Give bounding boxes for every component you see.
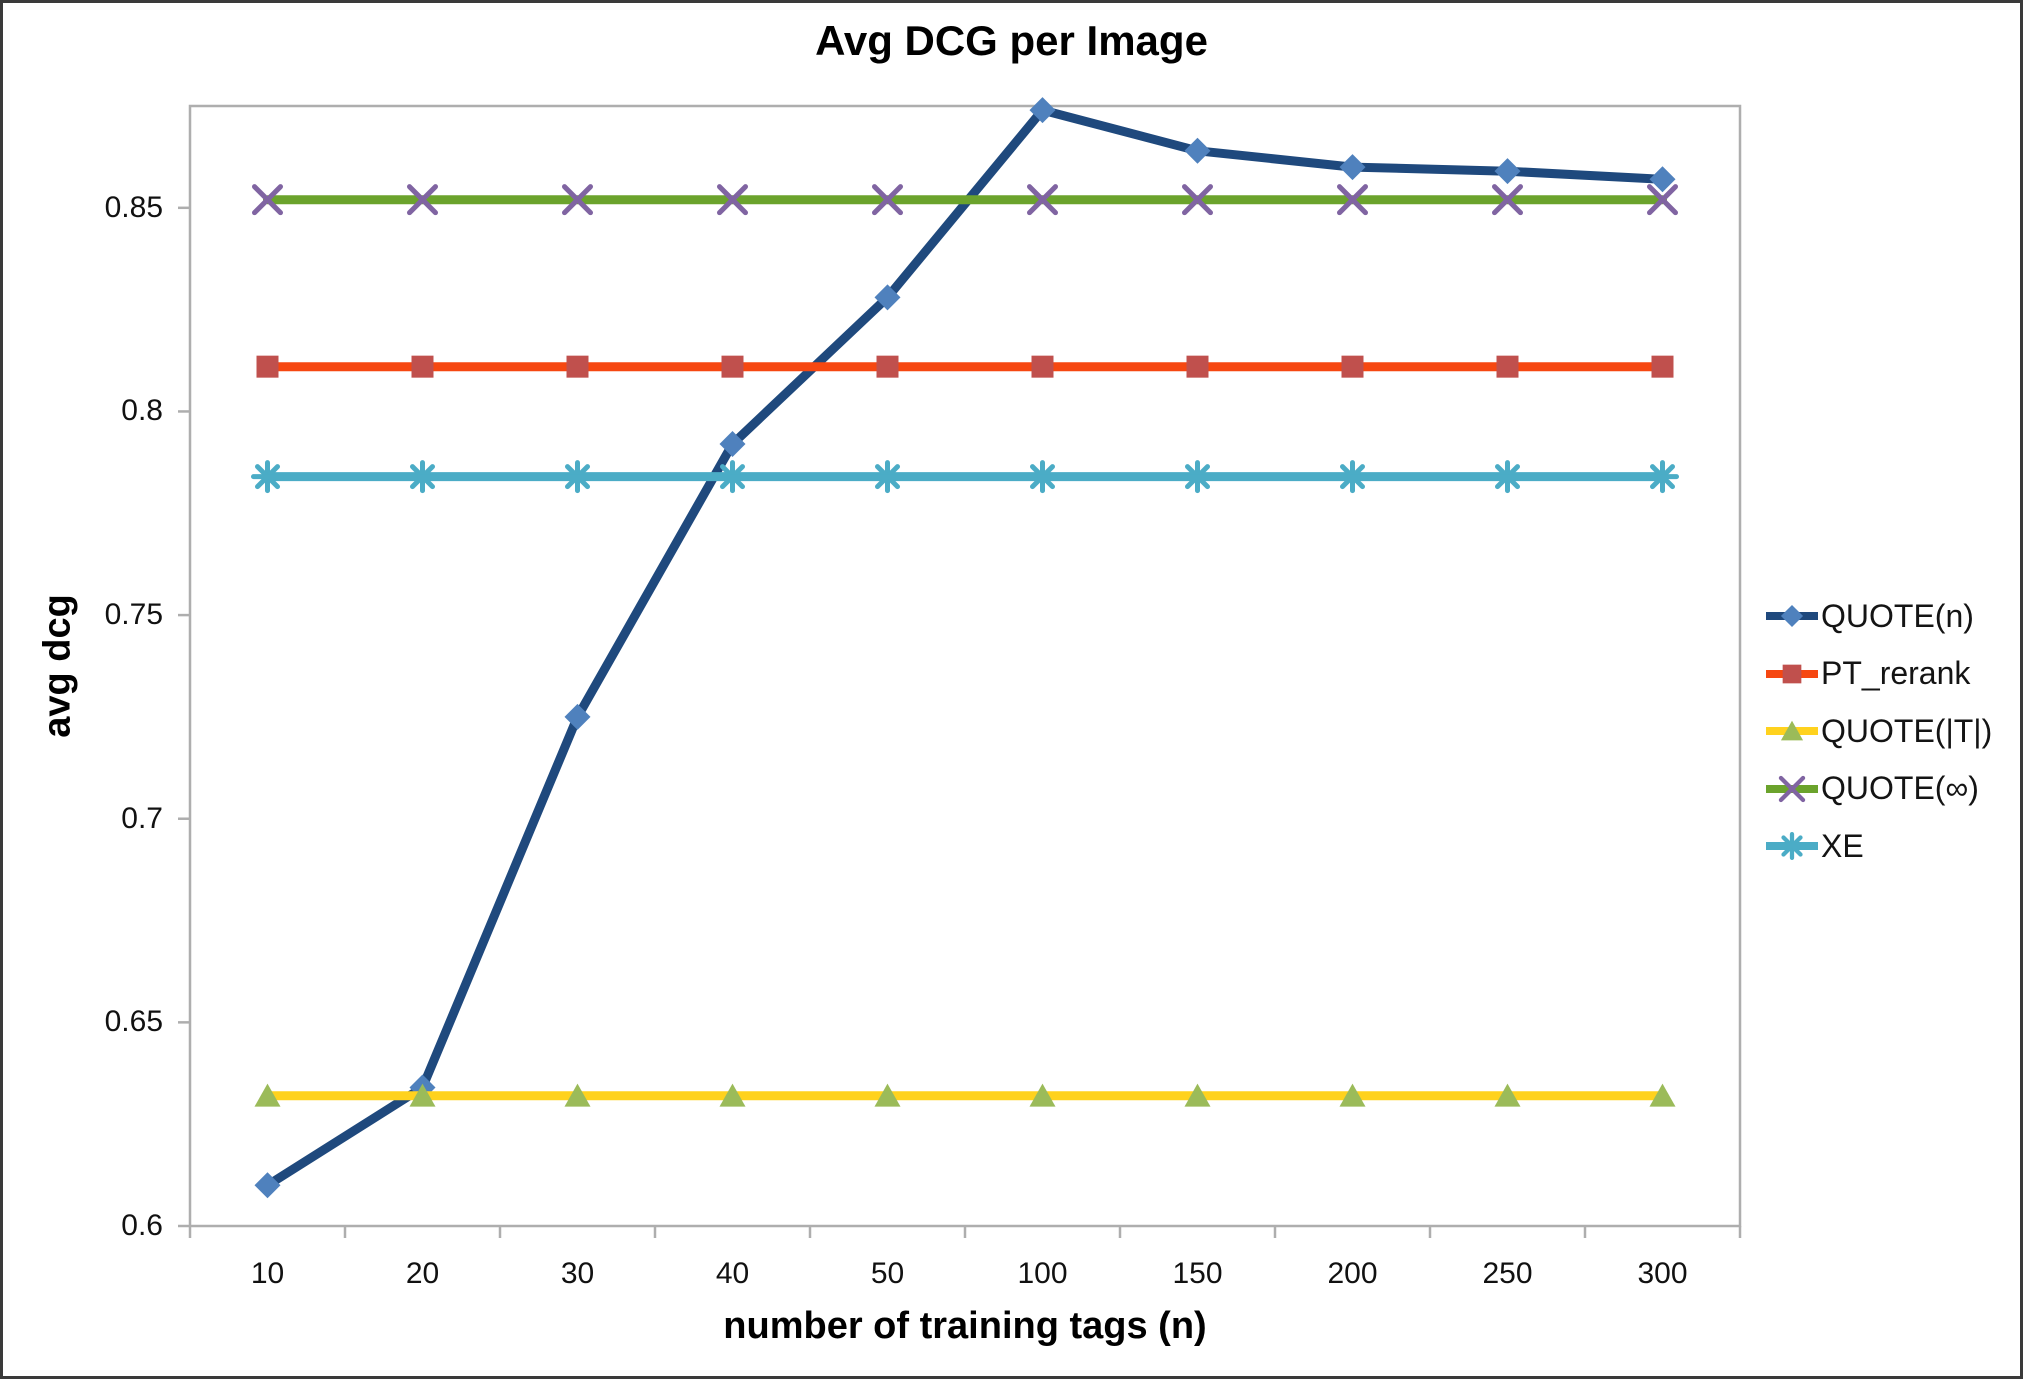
asterisk-marker [251, 460, 284, 494]
x-marker [717, 184, 748, 216]
asterisk-marker [406, 460, 439, 494]
chart-title: Avg DCG per Image [815, 17, 1208, 64]
x-tick-label: 40 [715, 1257, 750, 1290]
x-tick-label: 300 [1637, 1257, 1688, 1290]
triangle-marker [1184, 1083, 1211, 1107]
diamond-marker [564, 703, 591, 730]
y-tick-label: 0.7 [121, 801, 163, 835]
triangle-marker [719, 1083, 746, 1107]
square-marker [721, 355, 744, 378]
y-tick-label: 0.8 [121, 394, 163, 428]
y-axis-title: avg dcg [36, 594, 79, 738]
series-XE [251, 460, 1679, 494]
square-marker [1186, 355, 1209, 378]
x-tick-label: 10 [250, 1257, 285, 1290]
square-marker [1031, 355, 1054, 378]
x-marker [252, 184, 283, 216]
x-tick-label: 200 [1327, 1257, 1378, 1290]
x-tick-label: 150 [1172, 1257, 1223, 1290]
square-marker [1496, 355, 1519, 378]
plot-area [178, 97, 1742, 1238]
square-marker [1651, 355, 1674, 378]
asterisk-marker [716, 460, 749, 494]
x-marker [407, 184, 438, 216]
x-axis-title: number of training tags (n) [723, 1305, 1207, 1347]
x-tick-label: 30 [560, 1257, 595, 1290]
x-tick-label: 250 [1482, 1257, 1533, 1290]
triangle-marker [254, 1083, 281, 1107]
series-QUOTE(n) [254, 97, 1676, 1199]
y-tick-label: 0.85 [104, 190, 163, 224]
x-tick-label: 50 [870, 1257, 905, 1290]
y-tick-label: 0.75 [104, 598, 163, 632]
series-PT_rerank [256, 355, 1674, 378]
triangle-marker [564, 1083, 591, 1107]
square-marker [566, 355, 589, 378]
square-marker [411, 355, 434, 378]
triangle-marker [1494, 1083, 1521, 1107]
x-tick-label: 20 [405, 1257, 440, 1290]
x-marker [1337, 184, 1368, 216]
series-QUOTE(|T|) [254, 1083, 1676, 1107]
series-QUOTE(∞) [252, 184, 1678, 216]
asterisk-marker [1181, 460, 1214, 494]
x-tick-label: 100 [1017, 1257, 1068, 1290]
asterisk-marker [561, 460, 594, 494]
asterisk-marker [1336, 460, 1369, 494]
square-marker [256, 355, 279, 378]
plot-border [188, 104, 1742, 1228]
y-tick-label: 0.65 [104, 1005, 163, 1039]
triangle-marker [1029, 1083, 1056, 1107]
diamond-marker [1339, 154, 1366, 181]
x-marker [872, 184, 903, 216]
triangle-marker [874, 1083, 901, 1107]
asterisk-marker [1491, 460, 1524, 494]
triangle-marker [409, 1083, 436, 1107]
triangle-marker [1339, 1083, 1366, 1107]
x-marker [1647, 184, 1678, 216]
diamond-marker [1649, 166, 1676, 193]
diamond-marker [874, 284, 901, 311]
diamond-marker [1029, 97, 1056, 124]
x-marker [1027, 184, 1058, 216]
x-marker [562, 184, 593, 216]
triangle-marker [1649, 1083, 1676, 1107]
asterisk-marker [1646, 460, 1679, 494]
x-marker [1492, 184, 1523, 216]
diamond-marker [254, 1172, 281, 1199]
square-marker [1341, 355, 1364, 378]
asterisk-marker [1026, 460, 1059, 494]
x-marker [1182, 184, 1213, 216]
series-line [263, 105, 1667, 1190]
asterisk-marker [871, 460, 904, 494]
diamond-marker [1494, 158, 1521, 185]
y-tick-label: 0.6 [121, 1209, 163, 1242]
diamond-marker [1184, 137, 1211, 164]
diamond-marker [719, 431, 746, 458]
square-marker [876, 355, 899, 378]
